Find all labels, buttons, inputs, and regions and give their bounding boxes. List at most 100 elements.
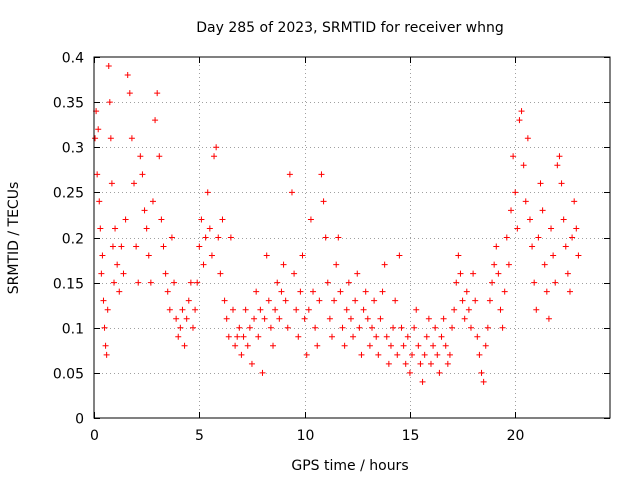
data-point xyxy=(548,225,555,232)
data-point xyxy=(566,288,573,295)
data-point xyxy=(259,369,266,376)
data-point xyxy=(465,306,472,313)
data-point xyxy=(541,261,548,268)
data-point xyxy=(98,270,105,277)
data-point xyxy=(274,279,281,286)
data-point xyxy=(430,342,437,349)
data-point xyxy=(573,225,580,232)
data-point xyxy=(508,207,515,214)
data-point xyxy=(100,297,107,304)
data-point xyxy=(217,270,224,277)
data-point xyxy=(316,297,323,304)
data-point xyxy=(94,171,101,178)
data-point xyxy=(284,324,291,331)
data-point xyxy=(111,279,118,286)
data-point xyxy=(343,306,350,313)
data-point xyxy=(122,216,129,223)
data-point xyxy=(436,369,443,376)
data-point xyxy=(489,279,496,286)
data-point xyxy=(200,261,207,268)
data-point xyxy=(295,333,302,340)
data-point xyxy=(189,324,196,331)
data-point xyxy=(120,270,127,277)
y-tick-label: 0.15 xyxy=(53,277,84,293)
data-point xyxy=(341,342,348,349)
data-point xyxy=(225,333,232,340)
data-point xyxy=(320,198,327,205)
data-point xyxy=(421,351,428,358)
data-point xyxy=(440,315,447,322)
data-point xyxy=(194,279,201,286)
data-point xyxy=(276,315,283,322)
data-point xyxy=(185,297,192,304)
data-point xyxy=(550,252,557,259)
data-point xyxy=(181,342,188,349)
data-point xyxy=(248,360,255,367)
data-point xyxy=(383,333,390,340)
data-point xyxy=(310,288,317,295)
data-point xyxy=(505,261,512,268)
data-point xyxy=(482,342,489,349)
data-point xyxy=(423,333,430,340)
y-tick-label: 0.1 xyxy=(62,322,84,338)
data-point xyxy=(379,288,386,295)
data-point xyxy=(255,333,262,340)
data-point xyxy=(335,234,342,241)
data-point xyxy=(112,225,119,232)
data-point xyxy=(236,324,243,331)
data-point xyxy=(213,144,220,151)
data-point xyxy=(299,252,306,259)
data-point xyxy=(265,297,272,304)
data-point xyxy=(369,324,376,331)
x-tick-label: 20 xyxy=(507,428,525,444)
data-point xyxy=(352,297,359,304)
data-point xyxy=(520,162,527,169)
data-point xyxy=(415,342,422,349)
data-point xyxy=(432,324,439,331)
data-point xyxy=(124,72,131,79)
data-point xyxy=(108,180,115,187)
data-point xyxy=(337,288,344,295)
x-tick-label: 10 xyxy=(297,428,315,444)
data-point xyxy=(385,360,392,367)
y-tick-label: 0.4 xyxy=(62,51,84,67)
data-point xyxy=(493,243,500,250)
data-point xyxy=(434,351,441,358)
data-point xyxy=(427,360,434,367)
data-point xyxy=(522,198,529,205)
data-point xyxy=(354,270,361,277)
data-point xyxy=(467,324,474,331)
data-point xyxy=(196,243,203,250)
data-point xyxy=(221,297,228,304)
data-point xyxy=(457,270,464,277)
data-point xyxy=(470,270,477,277)
data-point xyxy=(554,162,561,169)
data-point xyxy=(512,189,519,196)
data-point xyxy=(179,306,186,313)
data-point xyxy=(491,261,498,268)
data-point xyxy=(503,234,510,241)
data-point xyxy=(103,351,110,358)
data-point xyxy=(312,324,319,331)
data-point xyxy=(398,324,405,331)
data-point xyxy=(510,153,517,160)
data-point xyxy=(413,306,420,313)
data-point xyxy=(347,315,354,322)
data-point xyxy=(390,324,397,331)
data-point xyxy=(402,360,409,367)
data-point xyxy=(364,315,371,322)
data-point xyxy=(171,279,178,286)
data-point xyxy=(451,306,458,313)
data-point xyxy=(116,288,123,295)
plot-frame xyxy=(93,56,611,419)
data-point xyxy=(128,135,135,142)
data-point xyxy=(322,234,329,241)
x-tick-label: 0 xyxy=(90,428,99,444)
data-point xyxy=(261,315,268,322)
data-point xyxy=(360,306,367,313)
data-point xyxy=(324,279,331,286)
y-tick-label: 0.2 xyxy=(62,232,84,248)
data-point xyxy=(526,216,533,223)
data-point xyxy=(425,315,432,322)
